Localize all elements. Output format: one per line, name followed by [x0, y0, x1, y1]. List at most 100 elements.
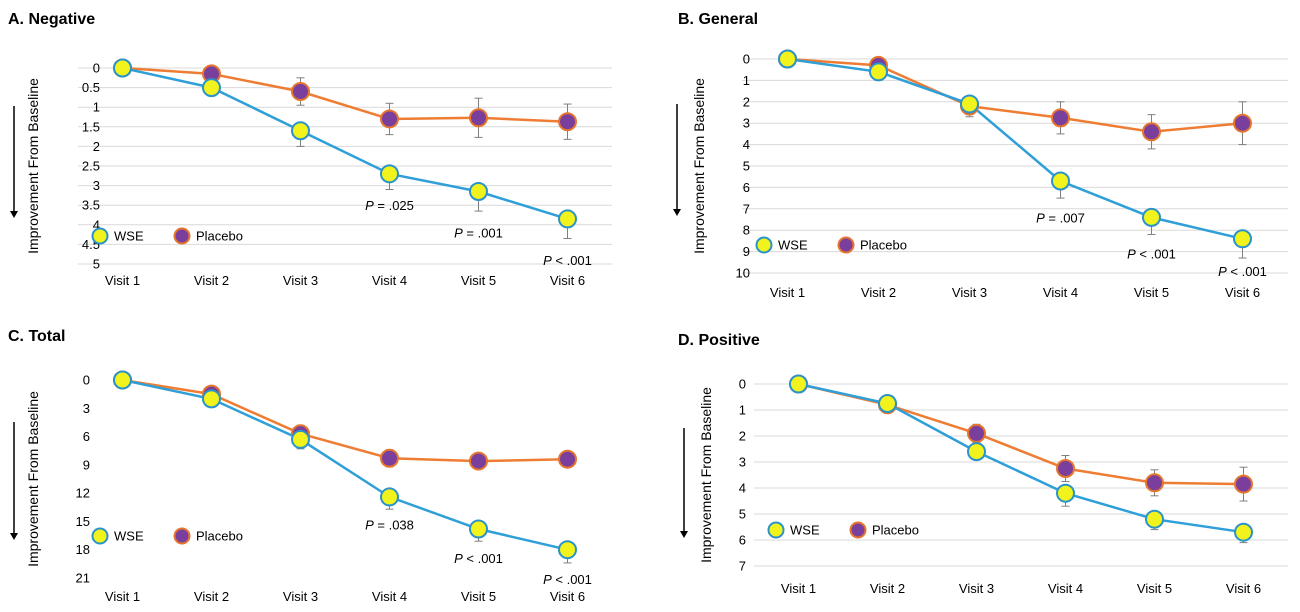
x-tick-label: Visit 4	[372, 589, 407, 604]
y-axis-label: Improvement From Baseline	[25, 391, 41, 567]
p-value-symbol: P	[543, 253, 552, 268]
x-tick-label: Visit 2	[194, 273, 229, 288]
arrow-down-icon	[680, 428, 688, 538]
y-tick-label: 18	[76, 542, 90, 557]
x-tick-label: Visit 3	[283, 589, 318, 604]
p-value-symbol: P	[1036, 210, 1045, 225]
legend-marker-placebo	[173, 527, 191, 545]
x-tick-label: Visit 4	[1048, 581, 1083, 596]
data-point-wse	[1145, 509, 1164, 529]
series-line-placebo	[122, 66, 568, 123]
data-point-wse	[113, 370, 132, 390]
data-point-wse	[878, 394, 897, 413]
y-axis-label: Improvement From Baseline	[691, 78, 707, 254]
data-point-wse	[789, 374, 808, 394]
y-tick-label: 2	[93, 139, 100, 154]
data-point-placebo	[469, 108, 488, 128]
y-tick-label: 3	[93, 178, 100, 193]
y-tick-label: 3	[743, 116, 750, 131]
y-tick-label: 0	[743, 52, 750, 67]
p-value-text: < .001	[1136, 247, 1176, 262]
x-tick-label: Visit 1	[770, 285, 805, 300]
series-line-placebo	[122, 378, 568, 463]
p-value-text: = .007	[1045, 210, 1085, 225]
p-value-symbol: P	[454, 551, 463, 566]
data-point-wse	[469, 519, 488, 539]
legend-label-placebo: Placebo	[196, 529, 243, 544]
p-value-annotation: P < .001	[1218, 264, 1267, 279]
y-tick-label: 4	[739, 481, 746, 496]
data-point-placebo	[469, 451, 488, 471]
y-tick-label: 9	[743, 244, 750, 259]
y-tick-label: 0.5	[82, 80, 100, 95]
y-tick-label: 1	[743, 73, 750, 88]
x-tick-label: Visit 3	[959, 581, 994, 596]
legend: WSE Placebo	[91, 527, 243, 545]
data-point-wse	[469, 181, 488, 201]
data-point-placebo	[1056, 459, 1075, 478]
x-tick-label: Visit 5	[461, 273, 496, 288]
x-tick-label: Visit 2	[194, 589, 229, 604]
data-point-placebo	[558, 449, 577, 469]
p-value-symbol: P	[365, 517, 374, 532]
y-tick-label: 2	[739, 429, 746, 444]
data-point-placebo	[1145, 473, 1164, 493]
p-value-annotation: P = .025	[365, 198, 414, 213]
legend-label-wse: WSE	[114, 229, 144, 244]
panel-d: D. Positive 0 1 2 3 4 5 6 7 Visit 1 Visit 2 Visit 3…	[678, 332, 1288, 596]
series-line-wse	[122, 66, 568, 221]
y-tick-label: 6	[83, 429, 90, 444]
data-point-wse	[1056, 483, 1075, 503]
data-point-placebo	[380, 448, 399, 468]
x-tick-label: Visit 5	[461, 589, 496, 604]
y-tick-label: 4	[93, 217, 100, 232]
panel-b: B. General 0 1 2 3 4 5 6 7 8 9 10 Visit 1 Visit 2 Visi…	[673, 11, 1288, 300]
p-value-annotation: P = .038	[365, 517, 414, 532]
legend: WSE Placebo	[767, 521, 919, 539]
x-tick-label: Visit 6	[1226, 581, 1261, 596]
data-point-placebo	[1051, 108, 1070, 128]
arrow-down-icon	[10, 106, 18, 218]
y-tick-label: 5	[93, 257, 100, 272]
panel-c: C. Total 0 3 6 9 12 15 18 21 Visit 1 Visit 2 Visit …	[8, 328, 592, 604]
y-tick-label: 0	[83, 373, 90, 388]
arrow-head	[680, 531, 688, 538]
x-tick-label: Visit 6	[550, 273, 585, 288]
x-tick-label: Visit 5	[1137, 581, 1172, 596]
x-tick-label: Visit 1	[105, 589, 140, 604]
data-point-wse	[967, 442, 986, 462]
y-tick-label: 1	[739, 403, 746, 418]
series-line-wse	[787, 57, 1243, 241]
data-point-placebo	[967, 423, 986, 443]
y-tick-label: 12	[76, 486, 90, 501]
arrow-head	[10, 533, 18, 540]
data-point-wse	[202, 389, 221, 409]
data-point-placebo	[291, 82, 310, 102]
y-tick-label: 8	[743, 223, 750, 238]
x-tick-label: Visit 5	[1134, 285, 1169, 300]
y-tick-label: 1.5	[82, 119, 100, 134]
arrow-down-icon	[673, 104, 681, 216]
y-tick-label: 0	[739, 377, 746, 392]
y-tick-label: 21	[76, 571, 90, 586]
data-point-wse	[113, 58, 132, 78]
series-line-wse	[798, 382, 1244, 534]
p-value-text: = .025	[374, 198, 414, 213]
data-point-wse	[380, 487, 399, 507]
panel-title: C. Total	[8, 328, 65, 345]
data-point-placebo	[1233, 113, 1252, 133]
p-value-text: < .001	[463, 551, 503, 566]
series-line-placebo	[787, 57, 1243, 134]
legend-label-placebo: Placebo	[860, 238, 907, 253]
x-tick-label: Visit 2	[861, 285, 896, 300]
legend-marker-wse	[755, 236, 773, 254]
x-tick-label: Visit 1	[105, 273, 140, 288]
legend-marker-placebo	[173, 227, 191, 245]
y-tick-label: 10	[736, 266, 750, 281]
p-value-annotation: P = .001	[454, 226, 503, 241]
p-value-annotation: P < .001	[543, 253, 592, 268]
p-value-symbol: P	[454, 226, 463, 241]
p-value-symbol: P	[1127, 247, 1136, 262]
x-tick-label: Visit 1	[781, 581, 816, 596]
